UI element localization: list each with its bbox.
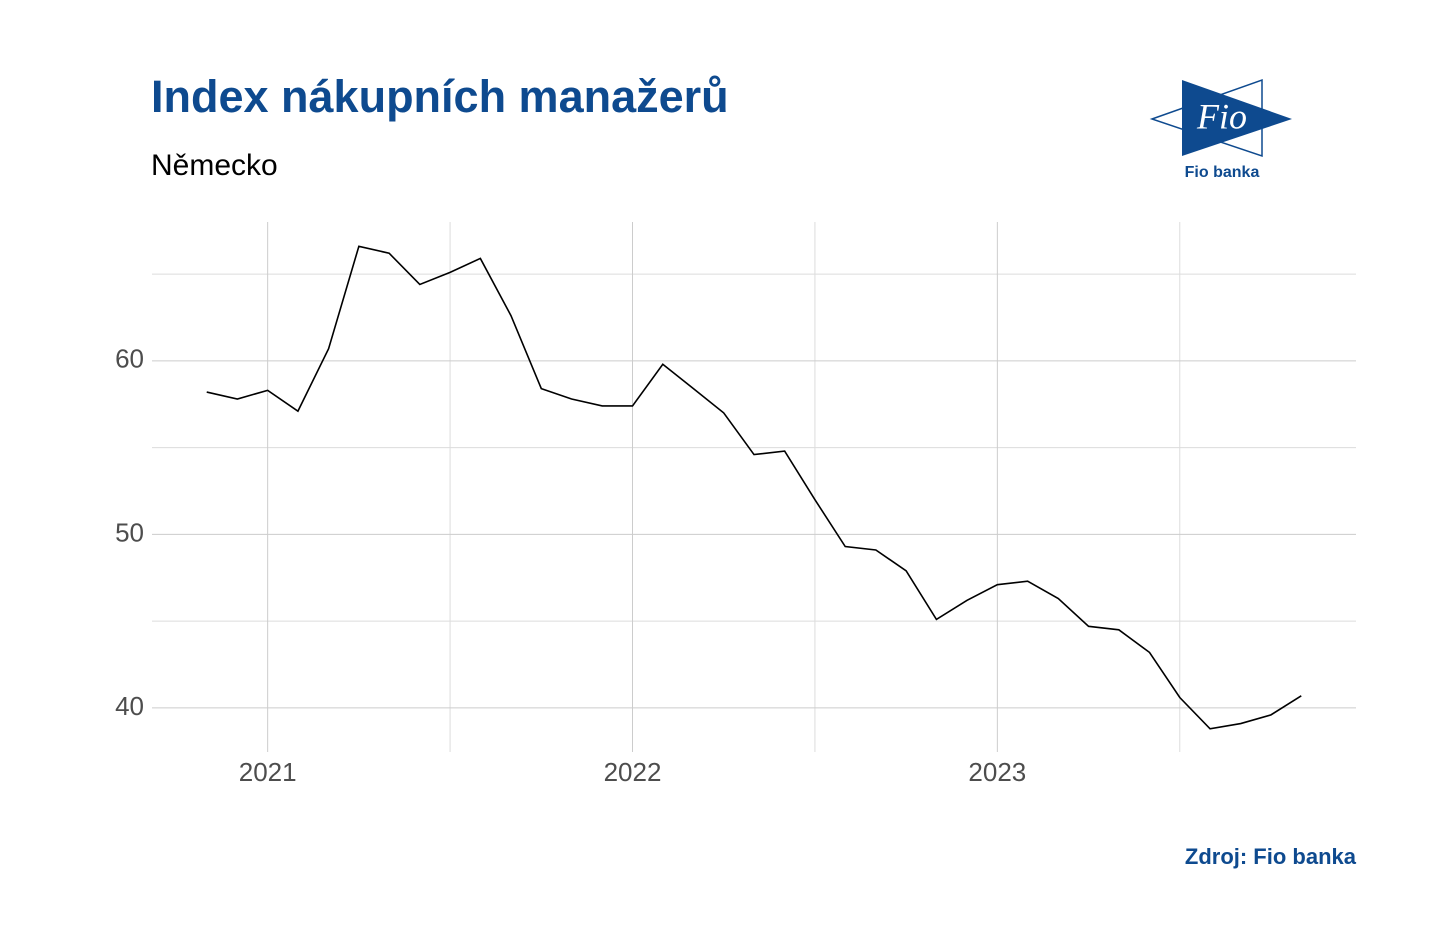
logo-text: Fio — [1196, 96, 1247, 136]
logo: Fio Fio banka — [1149, 78, 1292, 181]
data-line — [206, 245, 1302, 730]
x-tick-label: 2021 — [239, 757, 297, 787]
chart-subtitle: Německo — [151, 149, 278, 182]
x-tick-label: 2023 — [968, 757, 1026, 787]
y-tick-label: 50 — [115, 517, 144, 547]
source: Zdroj: Fio banka — [1185, 844, 1357, 869]
y-tick-label: 40 — [115, 691, 144, 721]
y-tick-label: 60 — [115, 344, 144, 374]
x-tick-label: 2022 — [604, 757, 662, 787]
chart-title: Index nákupních manažerů — [151, 71, 729, 122]
logo-triangle — [1182, 80, 1292, 156]
logo-caption: Fio banka — [1185, 164, 1260, 181]
